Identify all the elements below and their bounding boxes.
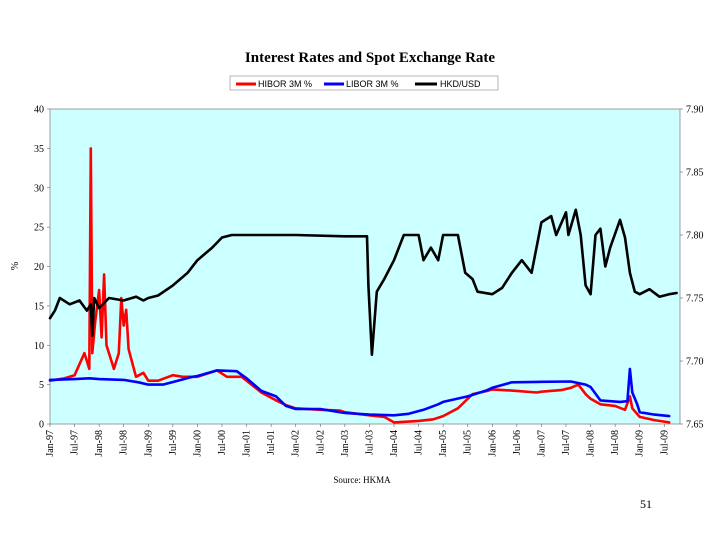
right-tick-label: 7.75 [686,294,704,305]
source-note: Source: HKMA [333,475,391,485]
x-tick-label: Jul-05 [463,430,474,455]
x-tick-label: Jul-02 [315,430,326,455]
series-line-libor [48,367,671,418]
chart-title: Interest Rates and Spot Exchange Rate [245,50,495,66]
left-axis-label: % [10,262,21,270]
x-tick-label: Jul-98 [119,430,130,455]
x-tick-label: Jul-08 [610,430,621,455]
legend-label-hkdusd: HKD/USD [440,79,481,89]
x-axis: Jan-97 Jul-97 Jan-98 Jul-98 Jan-99 Jul-99 Jan-… [45,424,670,457]
x-tick-label: Jan-06 [487,430,498,457]
left-tick-label: 30 [34,183,44,194]
right-tick-label: 7.65 [686,420,704,431]
x-tick-label: Jan-09 [635,430,646,457]
right-axis: 7.65 7.70 7.75 7.80 7.85 7.90 [680,105,704,431]
x-tick-label: Jan-97 [45,430,56,457]
right-tick-label: 7.70 [686,357,704,368]
x-tick-label: Jul-97 [70,430,81,455]
left-tick-label: 40 [34,105,44,116]
x-tick-label: Jan-04 [389,430,400,457]
left-tick-label: 25 [34,223,44,234]
legend-label-hibor: HIBOR 3M % [258,79,312,89]
series-layer [48,147,678,424]
left-axis: 0 5 10 15 20 25 30 35 40 [34,105,50,431]
left-tick-label: 15 [34,301,44,312]
legend-label-libor: LIBOR 3M % [346,79,399,89]
x-tick-label: Jul-00 [217,430,228,455]
x-tick-label: Jul-03 [364,430,375,455]
right-tick-label: 7.90 [686,105,704,116]
left-tick-label: 20 [34,262,44,273]
x-tick-label: Jul-04 [414,430,425,455]
plot-area [49,108,681,425]
x-tick-label: Jan-03 [340,430,351,457]
x-tick-label: Jan-98 [94,430,105,457]
legend-box [229,75,499,91]
left-tick-label: 10 [34,341,44,352]
x-tick-label: Jan-99 [143,430,154,457]
x-tick-label: Jul-01 [266,430,277,455]
series-line-hkdusd [48,208,678,356]
x-tick-label: Jan-08 [586,430,597,457]
x-tick-label: Jan-00 [192,430,203,457]
x-tick-label: Jul-99 [168,430,179,455]
x-tick-label: Jul-06 [512,430,523,455]
left-tick-label: 0 [39,420,44,431]
x-tick-label: Jul-07 [561,430,572,455]
page-number: 51 [640,497,652,511]
x-tick-label: Jan-07 [536,430,547,457]
x-tick-label: Jul-09 [659,430,670,455]
legend: HIBOR 3M % LIBOR 3M % HKD/USD [229,75,499,91]
x-tick-label: Jan-01 [242,430,253,457]
left-tick-label: 5 [39,380,44,391]
right-tick-label: 7.85 [686,168,704,179]
left-tick-label: 35 [34,144,44,155]
x-tick-label: Jan-02 [291,430,302,457]
x-tick-label: Jan-05 [438,430,449,457]
right-tick-label: 7.80 [686,231,704,242]
